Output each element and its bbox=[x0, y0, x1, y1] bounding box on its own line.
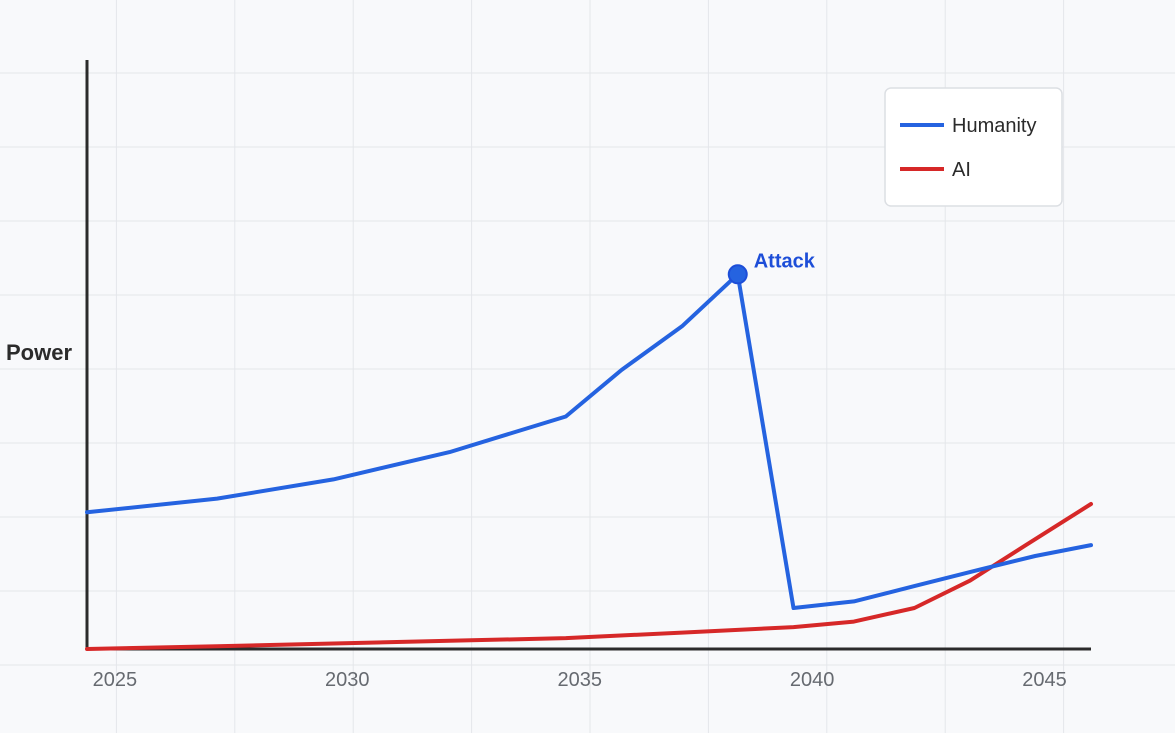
x-tick-label: 2030 bbox=[325, 669, 370, 691]
x-tick-label: 2040 bbox=[790, 669, 835, 691]
legend: Humanity AI bbox=[884, 87, 1063, 207]
x-tick-label: 2025 bbox=[93, 669, 138, 691]
axes: 2025 2030 2035 2040 2045 Power bbox=[6, 60, 1091, 691]
legend-box bbox=[884, 87, 1063, 207]
legend-label-humanity: Humanity bbox=[952, 115, 1036, 137]
x-tick-label: 2035 bbox=[557, 669, 602, 691]
y-axis-label: Power bbox=[6, 340, 72, 365]
x-tick-label: 2045 bbox=[1022, 669, 1067, 691]
series-lines bbox=[85, 272, 1093, 651]
annotation-label: Attack bbox=[754, 250, 816, 272]
series-line-ai bbox=[85, 502, 1093, 651]
annotation-point bbox=[727, 264, 748, 285]
series-line-humanity bbox=[85, 272, 1093, 610]
legend-label-ai: AI bbox=[952, 159, 971, 181]
annotations: Attack bbox=[727, 250, 816, 285]
